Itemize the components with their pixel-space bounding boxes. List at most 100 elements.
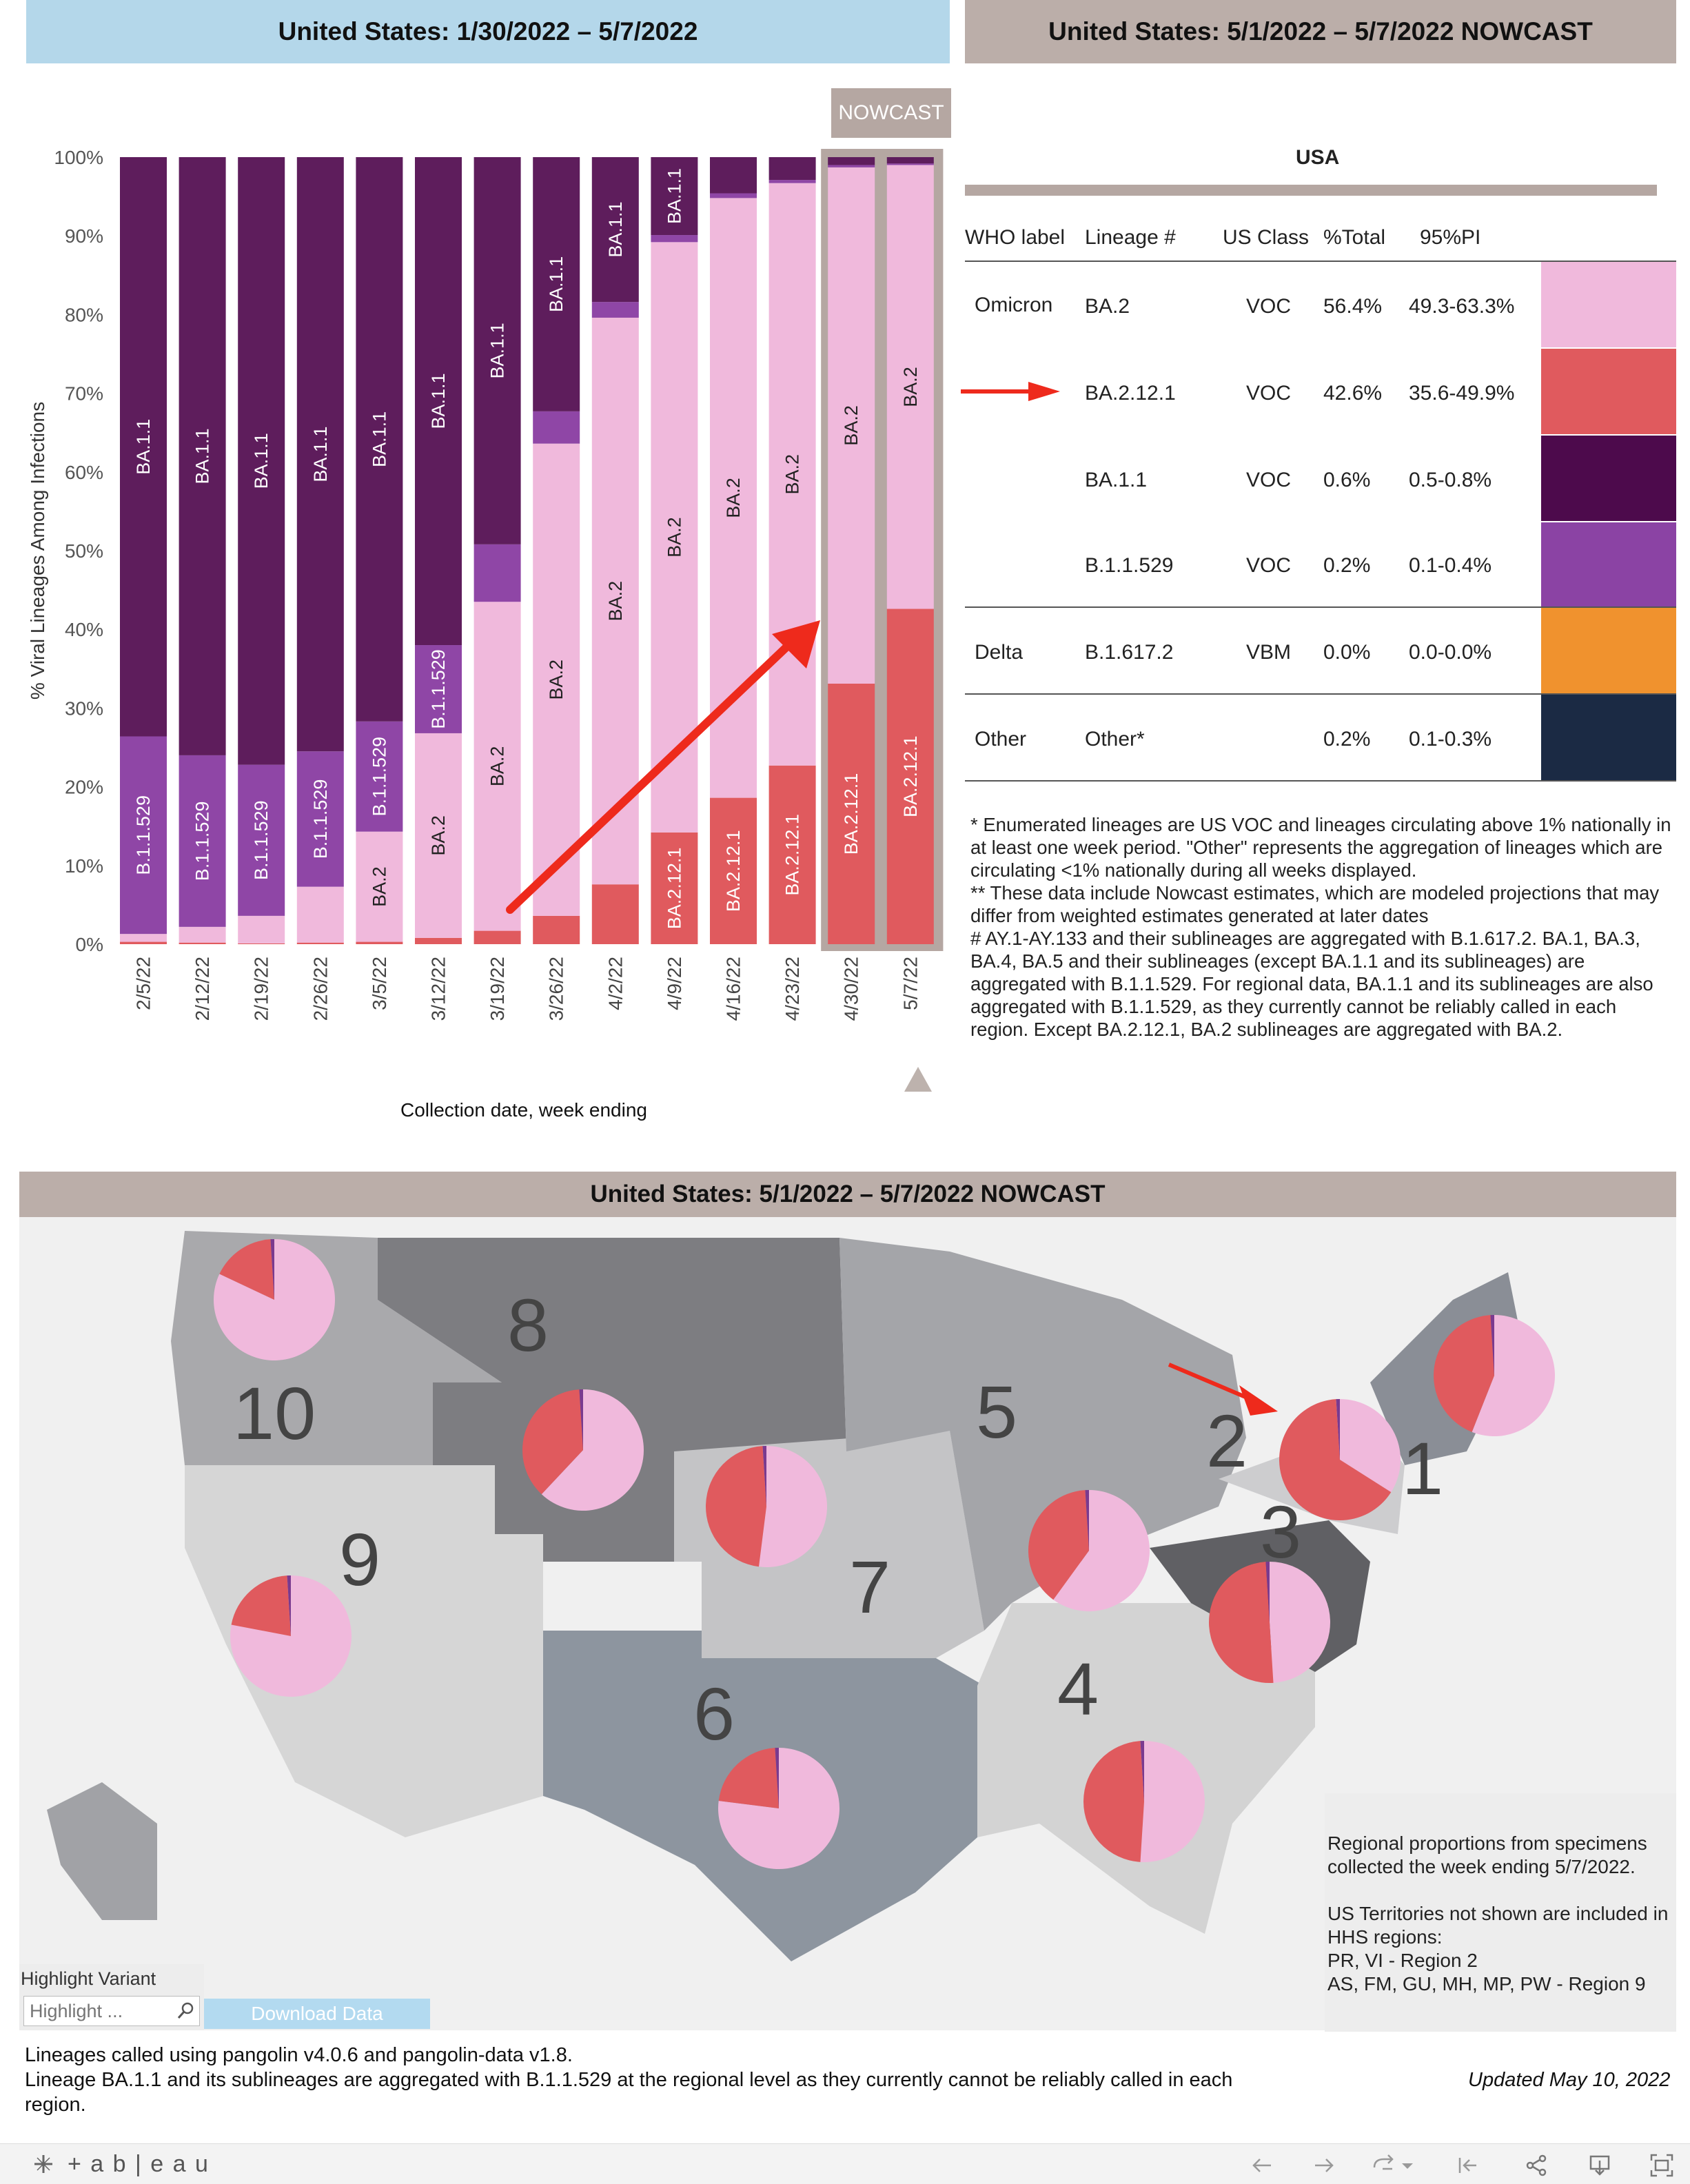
bar-segment — [768, 765, 816, 944]
updated-date: Updated May 10, 2022 — [1468, 2069, 1671, 2091]
reset-icon[interactable] — [1456, 2154, 1479, 2177]
pie-slice — [1472, 1315, 1555, 1436]
bar-segment-label: BA.1.1 — [664, 168, 684, 224]
pie-slice — [1085, 1490, 1089, 1551]
x-tick-label: 2/12/22 — [192, 957, 213, 1021]
bar-segment — [120, 941, 167, 944]
region-label-8: 8 — [507, 1283, 549, 1367]
bar-segment — [296, 751, 344, 887]
bar-segment — [768, 180, 816, 183]
y-tick-label: 40% — [65, 619, 103, 640]
bar-segment-label: BA.2 — [900, 367, 921, 407]
pie-slice — [775, 1748, 779, 1808]
x-tick-label: 3/12/22 — [428, 957, 449, 1021]
bar-segment — [533, 443, 580, 916]
pie-slice — [1340, 1399, 1401, 1493]
redo-icon[interactable] — [1312, 2154, 1336, 2177]
bar-segment-label: BA.1.1 — [133, 419, 154, 475]
tableau-logo-icon[interactable] — [32, 2152, 55, 2176]
row-pi: 35.6-49.9% — [1409, 382, 1515, 405]
bar-segment — [886, 163, 934, 165]
pie-slice — [1083, 1741, 1144, 1862]
bar-segment — [651, 235, 698, 243]
highlight-title: Highlight Variant — [21, 1968, 156, 1989]
table-row-arrow — [961, 382, 1060, 401]
bar-segment-label: BA.1.1 — [546, 256, 567, 312]
info-line-3: PR, VI - Region 2 — [1327, 1950, 1478, 1971]
row-lineage: B.1.1.529 — [1085, 554, 1174, 577]
x-tick-label: 3/19/22 — [487, 957, 508, 1021]
x-tick-label: 3/5/22 — [369, 957, 390, 1010]
row-pi: 0.1-0.3% — [1409, 728, 1492, 751]
bar-segment-label: BA.1.1 — [605, 202, 626, 258]
highlight-input[interactable] — [23, 1996, 200, 2026]
col-pi: 95%PI — [1420, 226, 1481, 249]
bar-segment-label: BA.1.1 — [192, 428, 213, 484]
bar-segment-label: BA.2 — [369, 866, 389, 907]
row-total: 0.2% — [1323, 554, 1371, 577]
download-icon[interactable] — [1588, 2154, 1611, 2177]
bar-segment — [120, 736, 167, 935]
bar-segment-label: BA.2 — [782, 454, 803, 495]
bar-segment-label: BA.2 — [487, 746, 508, 787]
revert-icon[interactable] — [1372, 2154, 1413, 2177]
share-icon[interactable] — [1525, 2154, 1548, 2177]
bar-segment — [120, 934, 167, 942]
pie-slice — [762, 1446, 766, 1507]
row-pi: 49.3-63.3% — [1409, 295, 1515, 318]
row-total: 0.2% — [1323, 728, 1371, 751]
bar-segment-label: BA.2 — [723, 478, 744, 518]
bar-segment — [415, 937, 462, 944]
search-icon[interactable] — [175, 2000, 196, 2021]
bar-segment-label: BA.2 — [605, 581, 626, 622]
bar-segment — [651, 157, 698, 236]
pie-slice — [1053, 1490, 1150, 1611]
bar-segment — [356, 941, 403, 944]
footer-line-2: Lineage BA.1.1 and its sublineages are a… — [25, 2069, 1233, 2091]
chart-header: United States: 1/30/2022 – 5/7/2022 — [26, 0, 950, 63]
row-lineage: BA.1.1 — [1085, 469, 1148, 491]
pie-slice — [1265, 1562, 1270, 1622]
fullscreen-icon[interactable] — [1650, 2154, 1673, 2177]
bar-segment — [296, 157, 344, 752]
region-label-10: 10 — [233, 1371, 316, 1455]
table-header: United States: 5/1/2022 – 5/7/2022 NOWCA… — [965, 0, 1676, 63]
x-axis-label: Collection date, week ending — [400, 1099, 647, 1121]
map-header: United States: 5/1/2022 – 5/7/2022 NOWCA… — [19, 1172, 1676, 1217]
bar-segment-label: B.1.1.529 — [133, 795, 154, 875]
pie-slice — [579, 1389, 583, 1450]
region-label-5: 5 — [976, 1370, 1018, 1453]
pie-slice — [231, 1575, 291, 1636]
bar-segment — [238, 915, 285, 943]
bar-segment — [356, 721, 403, 832]
tableau-brand[interactable]: + a b | e a u — [68, 2151, 210, 2177]
col-lineage: Lineage # — [1085, 226, 1176, 249]
x-tick-label: 2/19/22 — [251, 957, 272, 1021]
bar-segment — [120, 157, 167, 737]
undo-icon[interactable] — [1250, 2154, 1274, 2177]
row-lineage: BA.2 — [1085, 295, 1130, 318]
y-tick-label: 60% — [65, 462, 103, 483]
col-who-label: WHO label — [965, 226, 1066, 249]
row-class: VOC — [1246, 382, 1292, 405]
pie-slice — [758, 1446, 827, 1568]
pie-slice — [1336, 1399, 1340, 1460]
bar-segment-label: BA.2 — [841, 405, 862, 446]
row-color-swatch — [1541, 349, 1676, 434]
pie-slice — [541, 1389, 644, 1511]
row-color-swatch — [1541, 522, 1676, 606]
scroll-up-icon[interactable] — [903, 1064, 933, 1094]
bar-segment — [415, 645, 462, 733]
y-tick-label: 10% — [65, 855, 103, 877]
bar-segment-label: BA.2 — [428, 815, 449, 856]
bar-segment — [710, 193, 757, 198]
footnote-hash: # AY.1-AY.133 and their sublineages are … — [970, 928, 1653, 1040]
x-tick-label: 4/23/22 — [782, 957, 803, 1021]
bar-segment — [179, 157, 226, 755]
bar-segment — [474, 157, 521, 544]
region-alaska-shape — [47, 1782, 157, 1920]
y-tick-label: 100% — [54, 147, 103, 168]
bar-segment — [356, 157, 403, 722]
download-data-button[interactable]: Download Data — [204, 1999, 430, 2029]
pie-slice — [1208, 1562, 1274, 1684]
